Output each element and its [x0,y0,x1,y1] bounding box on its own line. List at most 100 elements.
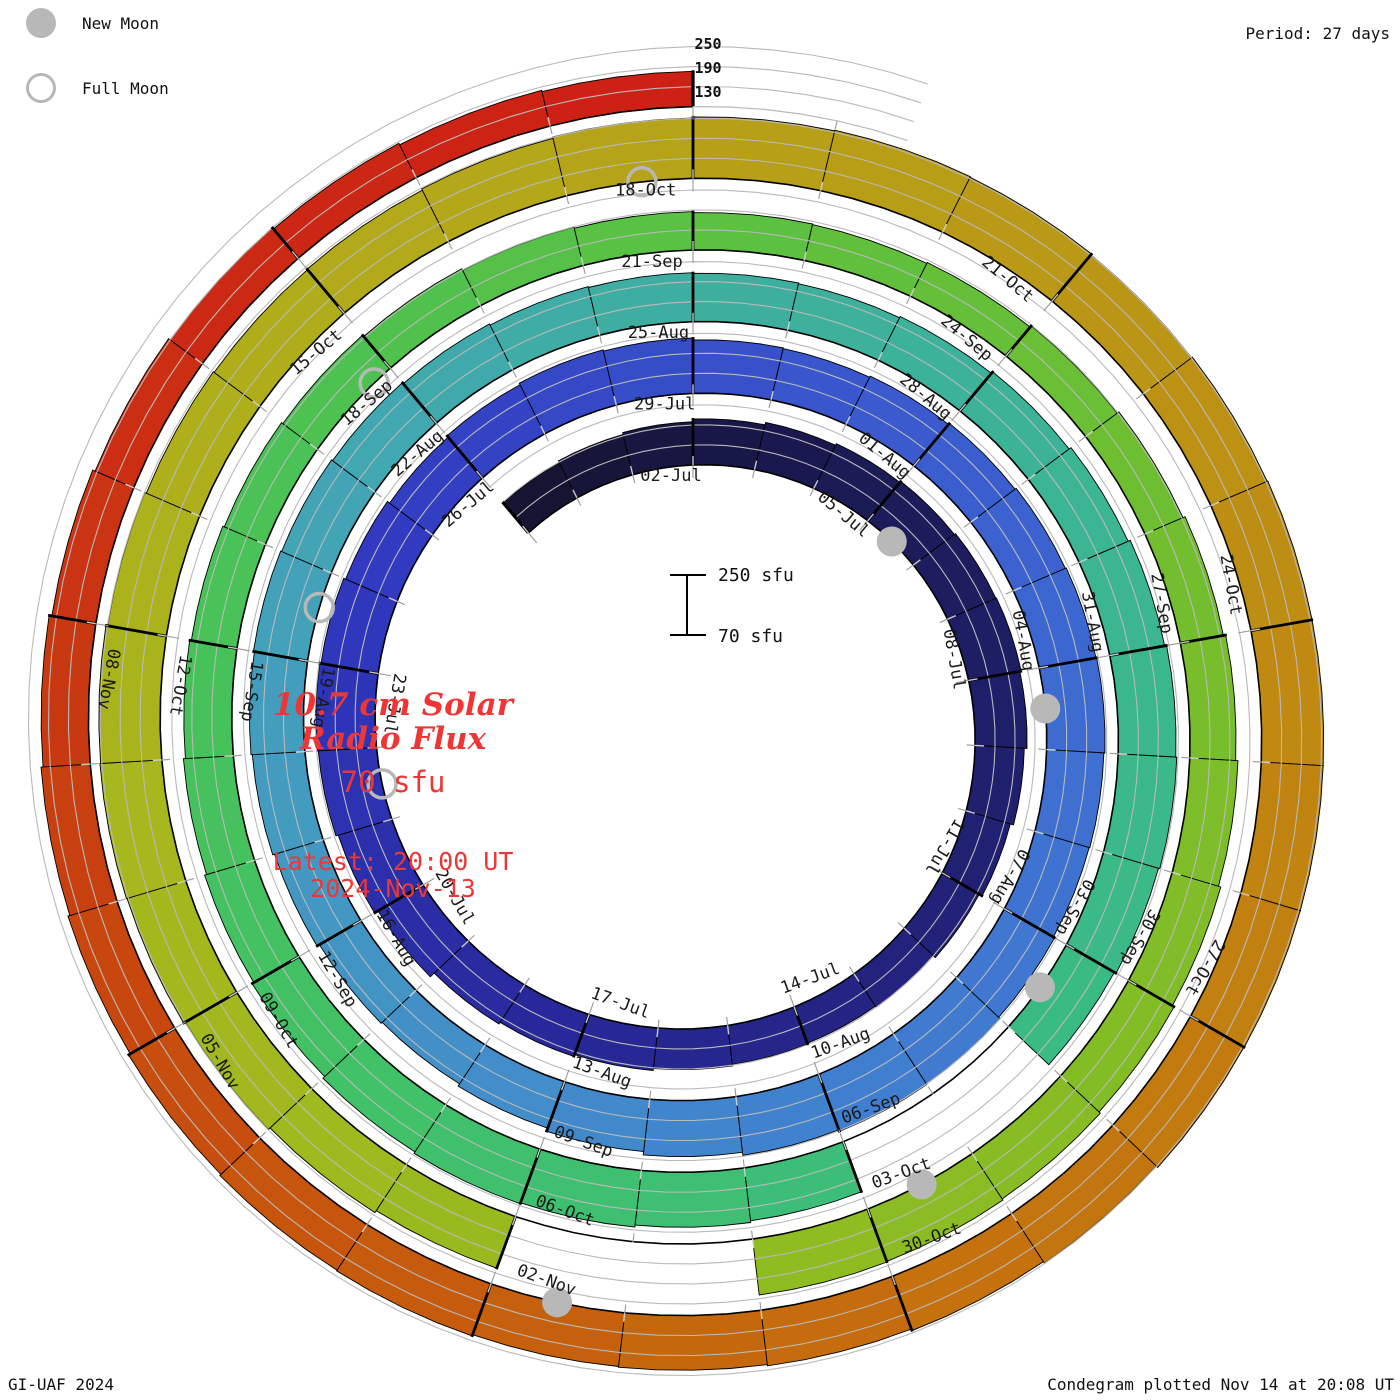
day-tick-outer [424,528,433,536]
day-tick [951,410,961,422]
day-tick-outer [166,1027,176,1034]
day-tick [566,195,570,205]
day-tick [435,422,446,434]
day-tick [848,966,855,975]
day-tick [316,448,325,455]
day-tick-outer [367,486,376,493]
day-tick-outer [770,390,774,400]
day-tick [1078,436,1087,443]
day-tick-outer [853,973,860,982]
day-tick-outer [1039,665,1049,669]
new-moon-marker [876,526,907,557]
day-tick-outer [1128,979,1137,986]
flux-gridline-label: 250 [694,35,721,53]
three-day-tick [1038,656,1098,670]
day-tick-outer [1172,871,1182,876]
day-tick-outer [1109,653,1119,657]
day-tick [624,1304,627,1313]
new-moon-label: New Moon [82,13,160,33]
day-tick [818,190,822,199]
day-tick-outer [256,540,266,546]
day-tick-outer [522,525,529,534]
day-tick [1043,300,1053,312]
day-tick [615,404,619,414]
day-tick-outer [1046,748,1056,751]
day-tick [789,994,795,1008]
day-tick-outer [753,460,758,470]
day-tick-outer [1210,501,1220,507]
flux-gridline [67,86,1283,1337]
day-tick [467,934,475,942]
day-tick [549,125,553,135]
day-tick [862,1196,869,1210]
day-tick [447,241,453,250]
day-tick [1071,561,1080,567]
day-bar [820,129,972,233]
legend: New Moon Full Moon [26,6,169,136]
day-tick [1026,667,1040,671]
day-tick-outer [1118,753,1128,755]
day-tick [389,367,399,379]
three-day-tick [518,1148,542,1206]
day-tick [405,1157,412,1166]
day-tick-outer [291,250,299,259]
day-tick [897,922,905,929]
day-tick-outer [298,658,308,662]
day-tick-outer [411,169,417,178]
day-tick [887,1264,893,1277]
day-tick-outer [443,233,449,242]
day-tick [265,544,274,549]
day-tick-outer [1005,348,1013,357]
day-tick-outer [726,1025,730,1035]
day-tick-outer [941,223,948,233]
day-tick-outer [971,1153,978,1162]
day-tick-outer [382,818,392,823]
day-tick-outer [751,1238,755,1249]
flux-gridlines [27,46,1323,1377]
day-tick-outer [1112,1124,1120,1132]
day-tick-outer [1103,851,1113,856]
flux-gridline-label: 130 [694,83,721,101]
day-tick-outer [1060,1075,1068,1083]
day-tick-outer [1142,387,1151,395]
day-tick [415,984,423,991]
day-tick [649,1090,652,1100]
day-tick [785,329,789,339]
moon-markers [303,165,1061,1318]
day-tick [1232,890,1242,894]
day-tick-outer [1034,830,1044,835]
day-tick-outer [322,568,332,574]
day-tick [297,257,307,269]
day-tick [905,465,915,477]
day-bar [617,1309,768,1371]
day-tick-outer [941,872,951,879]
three-day-tick [890,1275,914,1333]
day-tick-outer [891,1276,896,1286]
day-tick [166,635,180,639]
day-tick-outer [803,251,807,261]
day-tick [1021,478,1029,485]
day-tick-outer [903,927,912,936]
legend-item-new-moon: New Moon [26,6,169,40]
day-tick [366,1217,373,1225]
day-tick [1167,642,1181,646]
day-tick [742,1159,745,1168]
day-tick-outer [190,511,200,517]
day-tick-outer [656,1028,659,1038]
flux-gridline [47,66,1303,1357]
day-tick [751,1230,754,1240]
day-tick-outer [955,977,964,985]
day-tick [422,877,435,886]
three-day-tick [817,1073,842,1133]
day-ticks [81,106,1271,1322]
date-label: 18-Oct [615,180,676,200]
day-tick-outer [819,181,824,191]
day-tick-outer [1240,892,1250,897]
day-tick [1006,1206,1013,1214]
day-tick-outer [631,1241,634,1251]
new-moon-marker [906,1169,937,1200]
day-tick-outer [580,256,584,266]
day-tick [544,433,550,442]
scale-bar: 250 sfu 70 sfu [670,565,794,647]
